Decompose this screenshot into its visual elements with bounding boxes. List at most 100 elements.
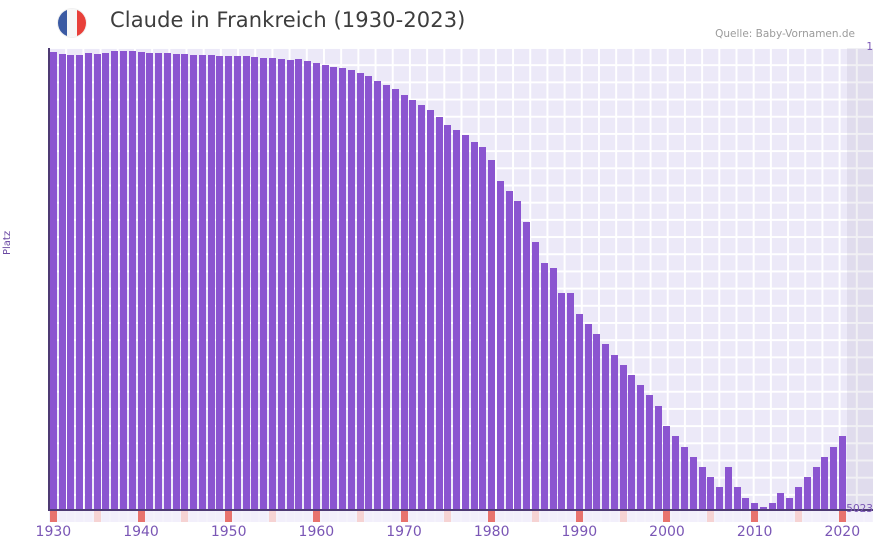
- bar: [426, 110, 434, 510]
- flag-band-red: [76, 9, 86, 37]
- bar: [619, 364, 627, 510]
- x-tick-cell: [830, 511, 838, 522]
- x-tick-cell: [514, 511, 522, 522]
- x-tick-minor: [532, 511, 539, 522]
- bar: [470, 141, 478, 510]
- bar: [146, 53, 154, 510]
- x-tick-cell: [759, 511, 767, 522]
- x-tick-cell: [812, 511, 820, 522]
- x-axis-tick-label: 1960: [298, 524, 335, 540]
- x-tick-cell: [742, 511, 750, 522]
- x-tick-cell: [654, 511, 662, 522]
- x-tick-cell: [216, 511, 224, 522]
- bar: [418, 105, 426, 510]
- x-tick-cell: [111, 511, 119, 522]
- bar: [689, 456, 697, 510]
- x-tick-cell: [479, 511, 487, 522]
- x-tick-major: [49, 511, 57, 522]
- x-tick-cell: [584, 511, 592, 522]
- bar: [794, 487, 802, 510]
- x-tick-cell: [672, 511, 680, 522]
- bar: [540, 262, 548, 510]
- x-tick-cell: [172, 511, 180, 522]
- x-axis-tick-label: 2000: [649, 524, 685, 540]
- y-axis-title: Platz: [2, 230, 13, 255]
- bar: [365, 76, 373, 510]
- plot-area: [49, 48, 873, 510]
- x-tick-cell: [198, 511, 206, 522]
- x-tick-major: [400, 511, 408, 522]
- no-data-shaded-region: [846, 48, 873, 510]
- x-tick-cell: [496, 511, 504, 522]
- x-tick-cell: [84, 511, 92, 522]
- bar: [155, 53, 163, 510]
- bar: [628, 374, 636, 510]
- bar: [409, 99, 417, 510]
- x-tick-cell: [163, 511, 171, 522]
- bar: [759, 506, 767, 510]
- x-tick-minor: [93, 511, 101, 522]
- x-tick-major: [225, 511, 233, 522]
- x-tick-major: [312, 511, 320, 522]
- x-tick-cell: [865, 511, 873, 522]
- bar: [435, 117, 443, 510]
- x-tick-minor: [444, 511, 452, 522]
- x-axis-tick-label: 1970: [386, 524, 422, 540]
- x-tick-cell: [540, 511, 548, 522]
- x-tick-minor: [269, 511, 277, 522]
- bar: [295, 59, 303, 510]
- bar: [49, 52, 57, 510]
- x-tick-cell: [382, 511, 390, 522]
- x-tick-cell: [286, 511, 294, 522]
- bar: [830, 446, 838, 510]
- x-tick-cell: [347, 511, 355, 522]
- x-tick-major: [488, 511, 496, 522]
- bar: [330, 67, 338, 510]
- x-tick-cell: [304, 511, 312, 522]
- bar: [400, 94, 408, 510]
- x-tick-cell: [777, 511, 785, 522]
- bar: [312, 63, 320, 510]
- bar: [681, 446, 689, 510]
- bar: [751, 502, 759, 510]
- france-flag-icon: [58, 9, 86, 37]
- x-tick-cell: [768, 511, 776, 522]
- chart-title: Claude in Frankreich (1930-2023): [110, 8, 466, 32]
- flag-band-blue: [58, 9, 68, 37]
- bar: [777, 492, 785, 510]
- x-tick-cell: [645, 511, 653, 522]
- bar: [382, 84, 390, 510]
- bar: [716, 487, 724, 510]
- bar: [812, 466, 820, 510]
- bar: [304, 61, 312, 510]
- bar: [523, 221, 531, 510]
- bar: [225, 55, 233, 510]
- x-tick-cell: [242, 511, 250, 522]
- x-tick-cell: [856, 511, 864, 522]
- bar: [111, 51, 119, 510]
- x-tick-cell: [391, 511, 399, 522]
- bar: [803, 477, 811, 510]
- bar: [58, 53, 66, 510]
- x-tick-cell: [260, 511, 268, 522]
- bar: [207, 54, 215, 510]
- x-tick-cell: [435, 511, 443, 522]
- x-tick-cell: [733, 511, 741, 522]
- x-tick-cell: [330, 511, 338, 522]
- bar: [821, 456, 829, 510]
- bar: [260, 58, 268, 510]
- x-tick-cell: [128, 511, 136, 522]
- bar: [786, 497, 794, 510]
- x-tick-cell: [120, 511, 127, 522]
- x-tick-cell: [637, 511, 645, 522]
- x-tick-major: [663, 511, 671, 522]
- x-tick-cell: [58, 511, 66, 522]
- x-tick-major: [838, 511, 846, 522]
- x-tick-cell: [689, 511, 697, 522]
- y-axis-label-bottom: 5023: [846, 503, 873, 515]
- x-tick-cell: [803, 511, 811, 522]
- x-tick-cell: [461, 511, 469, 522]
- x-tick-major: [751, 511, 759, 522]
- x-tick-cell: [418, 511, 426, 522]
